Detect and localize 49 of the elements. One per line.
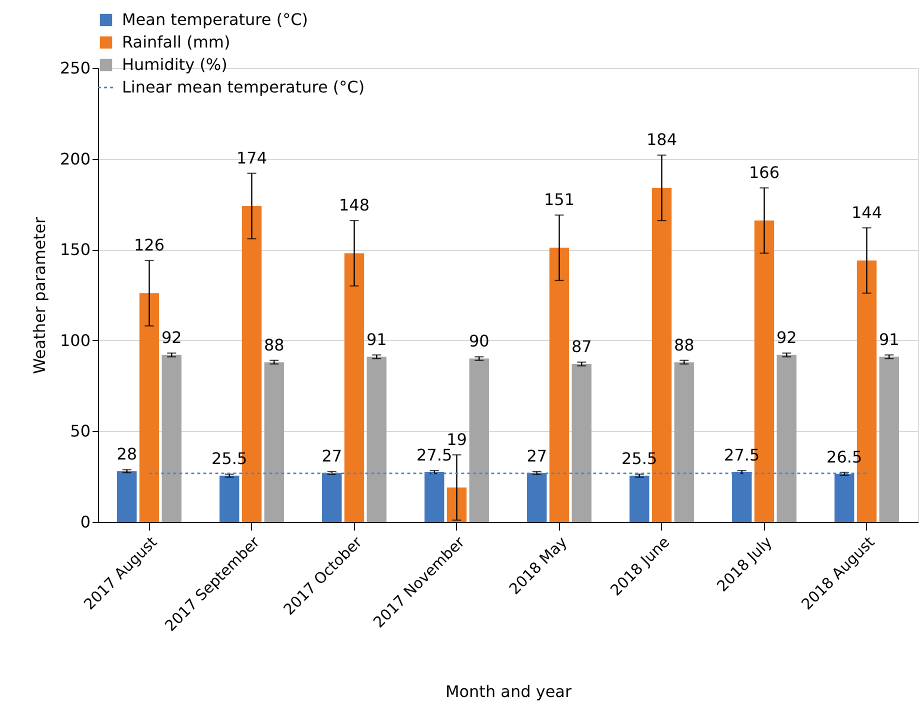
data-label: 126 [134, 235, 165, 254]
bar [527, 472, 547, 522]
y-axis-title: Weather parameter [30, 216, 49, 374]
bar [139, 293, 160, 522]
bar [879, 356, 899, 522]
data-label: 148 [338, 196, 370, 215]
bar [572, 364, 592, 522]
bar [424, 472, 444, 522]
bar [776, 354, 796, 522]
data-label: 174 [236, 148, 268, 168]
x-axis-title: Month and year [445, 682, 572, 702]
data-label: 27 [322, 446, 342, 466]
data-label: 88 [264, 335, 284, 354]
y-tick-label: 250 [60, 58, 90, 78]
bar [834, 474, 854, 522]
bar [344, 253, 364, 522]
bar [162, 354, 182, 522]
data-label: 91 [366, 330, 387, 349]
data-label: 87 [571, 337, 592, 356]
data-label: 92 [161, 328, 182, 348]
data-label: 27 [526, 446, 548, 466]
data-label: 28 [116, 444, 138, 464]
data-label: 92 [776, 328, 797, 348]
bar [630, 476, 650, 522]
data-label: 91 [878, 330, 900, 349]
y-tick-label: 100 [60, 330, 90, 350]
bar [264, 362, 284, 522]
y-tick-label: 0 [80, 512, 90, 532]
data-label: 184 [646, 130, 678, 150]
data-label: 90 [468, 332, 490, 351]
bar [220, 476, 240, 522]
bar [674, 362, 694, 522]
data-label: 88 [674, 335, 694, 354]
bar [117, 471, 137, 522]
data-label: 166 [748, 162, 780, 182]
legend-label: Humidity (%) [122, 55, 228, 74]
y-tick-label: 200 [60, 149, 90, 168]
bar [322, 472, 342, 522]
y-tick-label: 150 [60, 240, 90, 260]
bar [469, 358, 489, 522]
bar [732, 472, 752, 522]
legend-label: Rainfall (mm) [122, 32, 230, 52]
legend-label: Linear mean temperature (°C) [122, 78, 365, 96]
legend-label: Mean temperature (°C) [122, 10, 308, 29]
data-label: 144 [851, 202, 882, 222]
y-tick-label: 50 [70, 422, 90, 441]
data-label: 151 [544, 190, 575, 210]
bar [366, 356, 386, 522]
bar [549, 248, 570, 522]
